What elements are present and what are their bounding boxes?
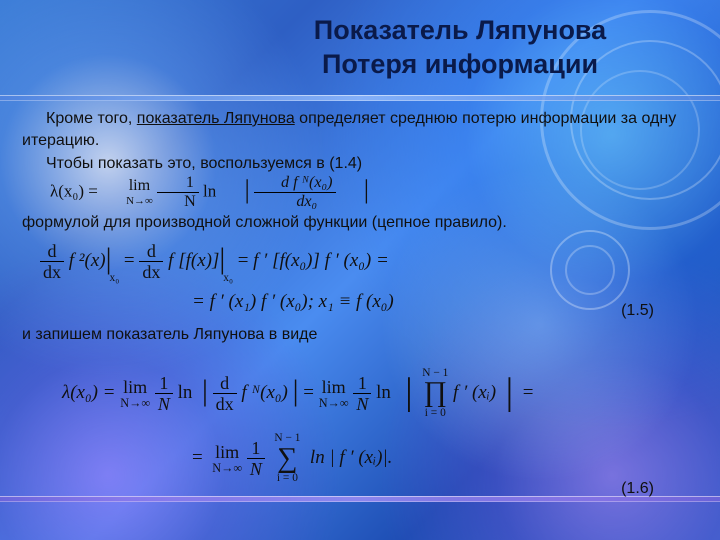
- math: i = 0: [274, 473, 300, 484]
- math: =: [303, 382, 318, 403]
- fraction: ddx: [213, 374, 237, 413]
- math: λ(x₀) =: [62, 382, 120, 403]
- math: = f ′ (x₁) f ′ (x₀); x₁ ≡ f (x₀): [192, 291, 394, 312]
- math: dx: [40, 262, 64, 281]
- math: d: [213, 374, 237, 394]
- math: f ²(x): [64, 250, 106, 271]
- paragraph-4: и запишем показатель Ляпунова в виде: [22, 324, 698, 346]
- math: λ(x₀) =: [50, 181, 102, 200]
- math: 1: [155, 374, 173, 394]
- math: N: [155, 394, 173, 413]
- math: lim: [102, 178, 153, 194]
- paragraph-3: формулой для производной сложной функции…: [22, 212, 698, 234]
- math: ln: [203, 181, 216, 200]
- math: 1: [247, 439, 265, 459]
- limit: limN→∞: [120, 378, 150, 409]
- math: =: [238, 250, 253, 271]
- math: |: [202, 377, 208, 406]
- math: dx: [139, 262, 163, 281]
- math: 1: [157, 175, 199, 193]
- text: Кроме того,: [46, 110, 137, 127]
- math: ln: [376, 382, 391, 403]
- formula-1-6-line2: = limN→∞ 1N N − 1∑i = 0 ln | f ′ (xᵢ)|.: [192, 433, 698, 484]
- math: f ᴺ(x₀): [237, 382, 288, 403]
- fraction: ddx: [139, 242, 163, 281]
- sum: N − 1∑i = 0: [274, 433, 300, 484]
- math: |: [219, 245, 225, 274]
- paragraph-1: Кроме того, показатель Ляпунова определя…: [22, 108, 698, 151]
- math: x₀: [223, 273, 233, 284]
- math: dx: [213, 394, 237, 413]
- math: i = 0: [422, 408, 448, 419]
- slide-title: Показатель Ляпунова Потеря информации: [0, 14, 720, 82]
- paragraph-2: Чтобы показать это, воспользуемся в (1.4…: [22, 153, 698, 210]
- fraction: d f ᴺ(x₀)dx₀: [254, 175, 336, 210]
- title-line-1: Показатель Ляпунова: [314, 15, 606, 45]
- limit: limN→∞: [319, 378, 349, 409]
- slide-body: Кроме того, показатель Ляпунова определя…: [22, 108, 698, 489]
- math: 1: [353, 374, 371, 394]
- underlined-term: показатель Ляпунова: [137, 110, 295, 127]
- fraction: 1N: [157, 175, 199, 210]
- math: d f ᴺ(x₀): [254, 175, 336, 193]
- math: d: [40, 242, 64, 262]
- math: lim: [319, 378, 349, 396]
- title-line-2: Потеря информации: [322, 49, 598, 79]
- math: N→∞: [212, 461, 242, 474]
- math: N: [353, 394, 371, 413]
- math: N→∞: [319, 396, 349, 409]
- math: f ′ (xᵢ): [453, 382, 496, 403]
- math: |: [405, 373, 413, 411]
- limit: limN→∞: [212, 443, 242, 474]
- text: Чтобы показать это, воспользуемся в (1.4…: [46, 155, 362, 172]
- formula-1-4: λ(x₀) = limN→∞ 1N ln | d f ᴺ(x₀)dx₀ |: [22, 175, 373, 210]
- math: d: [139, 242, 163, 262]
- fraction: ddx: [40, 242, 64, 281]
- math: |: [506, 373, 514, 411]
- math: N: [247, 459, 265, 478]
- math: |: [340, 177, 369, 203]
- math: lim: [120, 378, 150, 396]
- math: ∏: [422, 379, 448, 408]
- equation-number-1-6: (1.6): [621, 478, 654, 500]
- math: ∑: [274, 445, 300, 474]
- math: N→∞: [102, 195, 153, 207]
- formula-1-5-line1: ddx f ²(x)|x₀ = ddx f [f(x)]|x₀ = f ′ [f…: [40, 242, 698, 281]
- limit: limN→∞: [102, 178, 153, 206]
- equation-number-1-5: (1.5): [621, 300, 654, 322]
- math: f [f(x)]: [163, 250, 219, 271]
- math: N: [157, 193, 199, 210]
- divider-top: [0, 95, 720, 101]
- math: N→∞: [120, 396, 150, 409]
- divider-bottom: [0, 496, 720, 502]
- product: N − 1∏i = 0: [422, 368, 448, 419]
- math: =: [124, 250, 139, 271]
- math: |: [293, 377, 299, 406]
- math: lim: [212, 443, 242, 461]
- math: |: [106, 245, 112, 274]
- fraction: 1N: [155, 374, 173, 413]
- math: f ′ [f(x₀)] f ′ (x₀) =: [253, 250, 389, 271]
- math: x₀: [110, 273, 120, 284]
- math: ln | f ′ (xᵢ)|.: [310, 447, 393, 468]
- fraction: 1N: [247, 439, 265, 478]
- fraction: 1N: [353, 374, 371, 413]
- math: dx₀: [254, 193, 336, 210]
- formula-1-6-line1: λ(x₀) = limN→∞ 1N ln | ddx f ᴺ(x₀) | = l…: [62, 368, 698, 419]
- math: ln: [178, 382, 193, 403]
- math: |: [220, 177, 249, 203]
